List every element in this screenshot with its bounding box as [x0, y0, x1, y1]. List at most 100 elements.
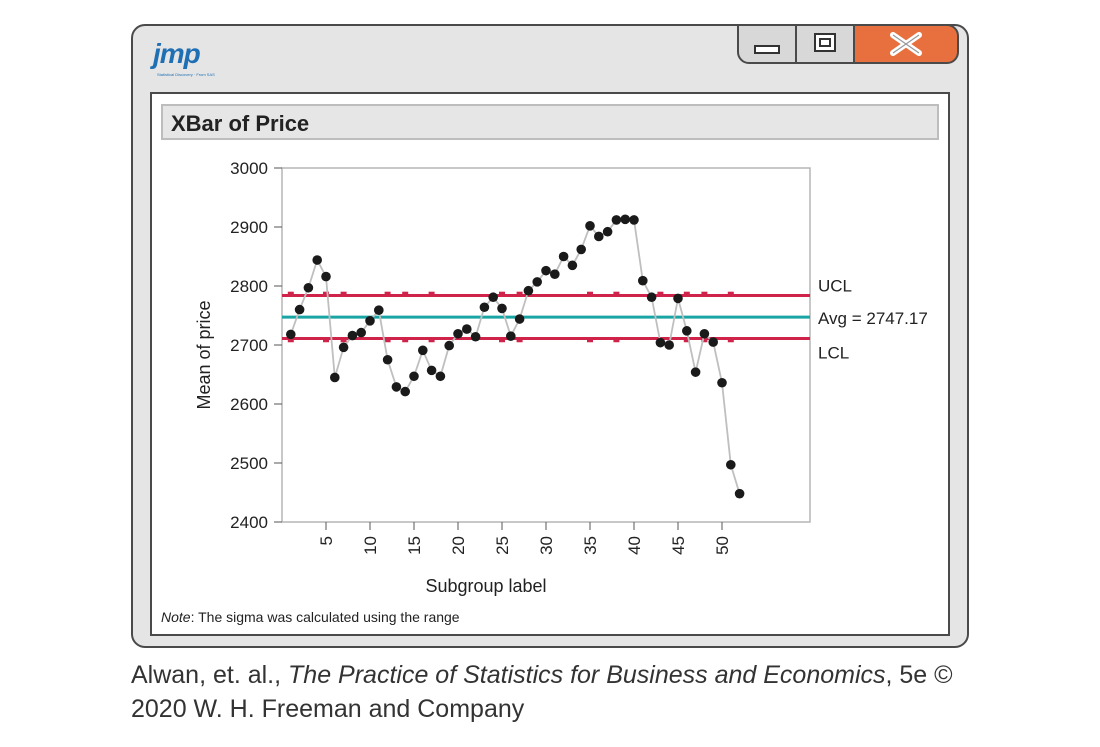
close-button[interactable]	[853, 24, 959, 64]
data-point	[347, 330, 358, 341]
data-point	[444, 340, 455, 351]
note-text: Note: The sigma was calculated using the…	[161, 609, 460, 625]
data-point	[576, 244, 586, 255]
data-point	[699, 328, 710, 339]
data-point	[312, 255, 322, 265]
data-point	[611, 215, 622, 225]
maximize-icon	[814, 33, 836, 52]
data-point	[321, 271, 331, 282]
data-point	[462, 324, 472, 334]
y-tick-label: 2800	[230, 277, 268, 296]
x-tick-label: 45	[669, 536, 688, 555]
close-icon	[890, 32, 922, 56]
data-point	[638, 275, 648, 286]
caption-book-title: The Practice of Statistics for Business …	[288, 661, 886, 689]
x-tick-label: 35	[581, 536, 600, 555]
x-tick-label: 30	[537, 536, 556, 555]
data-point	[594, 231, 604, 242]
data-point	[734, 488, 745, 499]
caption-prefix: Alwan, et. al.,	[131, 661, 289, 689]
data-point	[558, 251, 569, 262]
jmp-logo: jmp Statistical Discovery · From SAS	[153, 38, 215, 84]
data-point	[418, 345, 428, 356]
lcl-label: LCL	[818, 344, 849, 363]
data-point	[470, 331, 481, 342]
data-point	[629, 215, 639, 225]
window-controls	[737, 24, 959, 66]
minimize-button[interactable]	[737, 24, 797, 64]
jmp-window: jmp Statistical Discovery · From SAS XBa…	[131, 24, 969, 648]
data-point	[374, 305, 384, 315]
data-point	[435, 371, 446, 382]
plot-frame	[281, 167, 811, 523]
logo-subtext: Statistical Discovery · From SAS	[157, 72, 215, 77]
data-point	[655, 337, 666, 348]
data-point	[673, 293, 683, 304]
data-point	[400, 386, 410, 397]
y-tick-label: 2900	[230, 218, 268, 237]
avg-label: Avg = 2747.17	[818, 309, 928, 328]
data-point	[620, 214, 630, 225]
note-body: : The sigma was calculated using the ran…	[190, 609, 460, 625]
xbar-chart: 2400 2500 2600 2700 2800 2900 3000 5 10 15 20 25 30 3…	[194, 159, 928, 596]
caption-line-2: 2020 W. H. Freeman and Company	[131, 695, 525, 723]
data-point	[356, 327, 366, 338]
panel-title-bar[interactable]: XBar of Price	[161, 104, 939, 140]
figure-caption: Alwan, et. al., The Practice of Statisti…	[131, 658, 953, 726]
x-tick-label: 10	[361, 536, 380, 555]
data-point	[682, 326, 692, 336]
caption-suffix: , 5e ©	[885, 661, 953, 689]
x-tick-label: 25	[493, 536, 512, 555]
y-tick-label: 2400	[230, 513, 268, 532]
data-point	[567, 260, 578, 271]
y-tick-label: 3000	[230, 159, 268, 178]
data-point	[585, 221, 595, 231]
y-tick-label: 2500	[230, 454, 268, 473]
data-point	[664, 340, 674, 350]
x-axis-label: Subgroup label	[425, 576, 546, 596]
data-point	[690, 367, 701, 377]
ucl-label: UCL	[818, 276, 852, 295]
data-point	[550, 269, 560, 279]
data-point	[646, 292, 657, 303]
data-point	[391, 382, 402, 392]
y-axis-label: Mean of price	[194, 300, 214, 409]
x-tick-label: 40	[625, 536, 644, 555]
x-tick-label: 5	[317, 536, 336, 545]
data-point	[365, 316, 375, 326]
note-label: Note	[161, 609, 191, 625]
data-point	[488, 292, 499, 303]
data-point	[514, 314, 525, 324]
plot-area: 2400 2500 2600 2700 2800 2900 3000 5 10 15 20 25 30 3…	[194, 159, 928, 596]
data-point	[532, 277, 542, 287]
x-tick-label: 50	[713, 536, 732, 555]
data-point	[382, 354, 393, 365]
data-point	[497, 303, 507, 314]
data-point	[338, 342, 349, 353]
report-panel: XBar of Price 2400 2500 2600 2700 2800 2900 30…	[150, 92, 950, 636]
data-point	[426, 365, 437, 376]
data-point	[409, 371, 419, 382]
panel-title: XBar of Price	[171, 111, 310, 136]
maximize-button[interactable]	[795, 24, 855, 64]
data-point	[294, 304, 305, 315]
data-point	[726, 459, 736, 470]
y-tick-label: 2600	[230, 395, 268, 414]
data-point	[602, 226, 613, 237]
data-point	[506, 331, 516, 341]
data-point	[303, 282, 314, 293]
caption-line-1: Alwan, et. al., The Practice of Statisti…	[131, 658, 953, 692]
data-point	[286, 329, 296, 340]
logo-text: jmp	[153, 38, 201, 69]
x-tick-label: 15	[405, 536, 424, 555]
x-tick-label: 20	[449, 536, 468, 555]
y-tick-label: 2700	[230, 336, 268, 355]
data-point	[541, 265, 551, 276]
data-point	[523, 285, 534, 296]
data-point	[717, 377, 727, 388]
data-point	[708, 337, 718, 347]
data-point	[330, 372, 340, 383]
data-point	[453, 328, 463, 339]
minimize-icon	[754, 45, 780, 54]
data-point	[479, 302, 490, 313]
